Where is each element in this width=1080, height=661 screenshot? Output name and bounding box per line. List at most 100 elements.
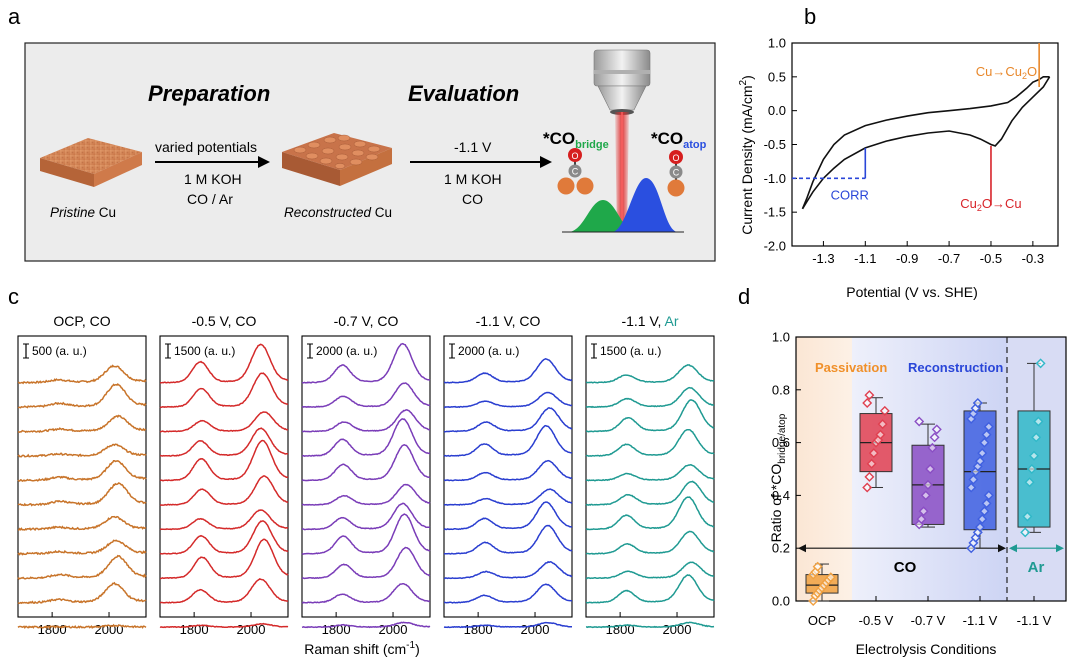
raman-spectrum — [443, 560, 573, 580]
raman-x-tick-label: 2000 — [237, 622, 266, 637]
box-data-point — [925, 464, 936, 474]
cv-plot: -2.0 -1.5 -1.0 -0.5 0.0 0.5 1.0 -1.3 -1.1 -0.9 -0.… — [764, 36, 1059, 266]
raman-spectrum — [585, 496, 715, 531]
raman-plots: OCP, CO 500 (a. u.) 1800 2000 -0.5 V, CO 1500… — [17, 313, 715, 637]
box-y-tick-label: 0.6 — [772, 435, 790, 450]
box-data-point — [825, 572, 836, 583]
box-data-point — [931, 424, 942, 435]
panel-a: a Preparation Evaluation Pristine Cu var… — [8, 4, 716, 262]
svg-text:C: C — [572, 167, 579, 177]
panel-letter-d: d — [738, 284, 750, 309]
raman-spectrum — [301, 483, 431, 506]
raman-panel-title: OCP, CO — [53, 313, 110, 329]
raman-spectrum — [301, 382, 431, 409]
raman-panel: OCP, CO 500 (a. u.) 1800 2000 — [17, 313, 147, 637]
box-data-point — [812, 561, 823, 572]
group-label-ar: Ar — [1028, 559, 1045, 576]
box-series — [805, 561, 839, 606]
raman-spectrum — [443, 391, 573, 409]
raman-spectrum — [301, 418, 431, 458]
cv-y-tick-label: 0.5 — [768, 69, 786, 84]
box-y-tick-label: 0.8 — [772, 382, 790, 397]
raman-spectrum — [17, 515, 147, 532]
raman-axes-frame — [443, 335, 573, 618]
raman-x-tick-label: 2000 — [521, 622, 550, 637]
cv-x-axis-label: Potential (V vs. SHE) — [846, 284, 978, 300]
panel-letter-a: a — [8, 4, 21, 29]
box-data-point — [983, 421, 994, 432]
arrow2-top-label: -1.1 V — [454, 139, 492, 155]
box-data-point — [1031, 432, 1042, 443]
raman-spectrum — [585, 399, 715, 433]
raman-scale-label: 2000 (a. u.) — [458, 344, 519, 358]
raman-panel: -1.1 V, Ar 1500 (a. u.) 1800 2000 — [585, 313, 715, 637]
box-data-point — [923, 479, 933, 490]
objective-lens-icon — [593, 49, 651, 115]
raman-spectrum — [160, 427, 289, 457]
group-arrow-ar-head — [1056, 544, 1064, 553]
raman-x-tick-label: 1800 — [38, 622, 67, 637]
box-x-tick-label: OCP — [808, 613, 836, 628]
bridge-band — [568, 200, 636, 232]
raman-spectrum — [585, 574, 715, 604]
box-data-point — [918, 506, 929, 517]
raman-spectrum — [443, 488, 573, 506]
cv-y-axis-label: Current Density (mA/cm2) — [738, 75, 755, 235]
box-series — [911, 416, 945, 530]
box-data-point — [977, 514, 988, 525]
box-data-point — [981, 498, 992, 509]
cv-annotation: Cu2O→Cu — [960, 196, 1021, 213]
box-x-axis-label: Electrolysis Conditions — [856, 641, 997, 657]
raman-axes-frame — [301, 335, 431, 618]
panel-letter-c: c — [8, 284, 19, 309]
raman-spectrum — [17, 554, 147, 581]
raman-spectrum — [301, 342, 431, 384]
raman-spectrum — [443, 501, 573, 531]
raman-spectrum — [443, 621, 572, 629]
raman-x-tick-label: 1800 — [606, 622, 635, 637]
arrow1-bottom-line2: CO / Ar — [187, 191, 233, 207]
raman-panel-title: -1.1 V, CO — [476, 313, 541, 329]
raman-spectrum — [159, 343, 289, 384]
raman-axes-frame — [17, 335, 147, 618]
cv-x-tick-label: -0.9 — [896, 251, 918, 266]
box-data-point — [966, 482, 977, 493]
raman-panel-title: -0.7 V, CO — [334, 313, 399, 329]
box-y-tick-label: 0.0 — [772, 594, 790, 609]
box-data-point — [983, 490, 994, 501]
arrow2-head — [540, 156, 552, 168]
raman-x-axis-label: Raman shift (cm-1) — [304, 640, 420, 657]
cv-y-tick-label: -2.0 — [764, 239, 786, 254]
raman-spectrum — [159, 520, 289, 555]
box-data-point — [862, 482, 873, 493]
raman-spectrum — [301, 583, 431, 604]
box-x-tick-label: -0.5 V — [859, 613, 894, 628]
raman-spectrum — [17, 482, 147, 507]
cv-y-tick-label: -1.5 — [764, 205, 786, 220]
cv-x-tick-label: -1.1 — [854, 251, 876, 266]
cv-anodic-sweep — [801, 76, 1050, 210]
box-data-point — [972, 398, 983, 408]
box-data-point — [920, 490, 931, 501]
svg-text:O: O — [571, 151, 578, 161]
raman-spectrum — [301, 621, 431, 629]
box-data-point — [979, 506, 990, 517]
arrow2-bottom-line2: CO — [462, 191, 483, 207]
raman-spectrum — [301, 513, 431, 555]
raman-panel: -0.5 V, CO 1500 (a. u.) 1800 2000 — [159, 313, 289, 637]
box-series — [859, 390, 893, 493]
cv-y-tick-label: 0.0 — [768, 103, 786, 118]
raman-spectrum — [159, 411, 289, 433]
raman-scale-label: 500 (a. u.) — [32, 344, 87, 358]
raman-scale-label: 1500 (a. u.) — [174, 344, 235, 358]
raman-axes-frame — [585, 335, 715, 618]
cv-x-tick-label: -1.3 — [812, 251, 834, 266]
box-data-point — [1022, 511, 1033, 522]
box-data-point — [914, 416, 925, 427]
region-label-reconstruction: Reconstruction — [908, 360, 1003, 375]
box-data-point — [1026, 464, 1037, 474]
panel-letter-b: b — [804, 4, 816, 29]
box-y-tick-label: 1.0 — [772, 330, 790, 345]
raman-spectrum — [585, 464, 715, 482]
